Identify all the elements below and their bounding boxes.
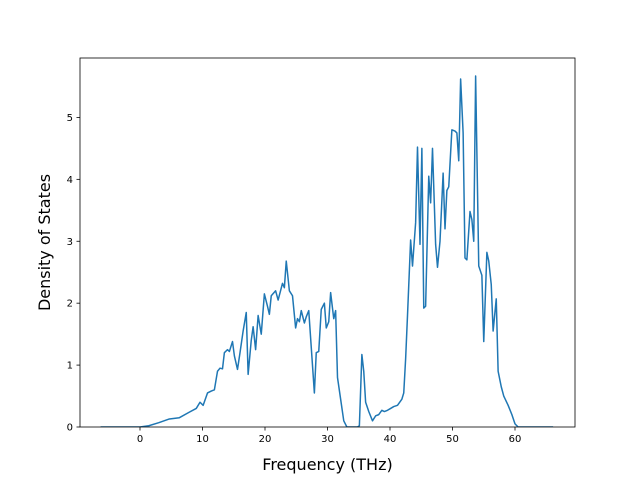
y-tick-label: 2 — [67, 299, 73, 310]
x-tick-label: 0 — [137, 434, 143, 445]
x-tick-label: 40 — [384, 434, 397, 445]
x-tick-label: 60 — [509, 434, 522, 445]
x-tick-label: 30 — [321, 434, 334, 445]
plot-frame — [79, 57, 576, 428]
x-tick-label: 10 — [196, 434, 209, 445]
y-tick-label: 5 — [67, 113, 73, 124]
y-tick-label: 1 — [67, 361, 73, 372]
x-tick-label: 50 — [446, 434, 459, 445]
x-tick-label: 20 — [259, 434, 272, 445]
data-line — [100, 75, 554, 427]
x-axis-label: Frequency (THz) — [262, 455, 392, 474]
y-axis-label: Density of States — [35, 174, 54, 311]
y-tick-label: 4 — [67, 175, 73, 186]
y-tick-label: 3 — [67, 237, 73, 248]
y-tick-label: 0 — [67, 423, 73, 434]
